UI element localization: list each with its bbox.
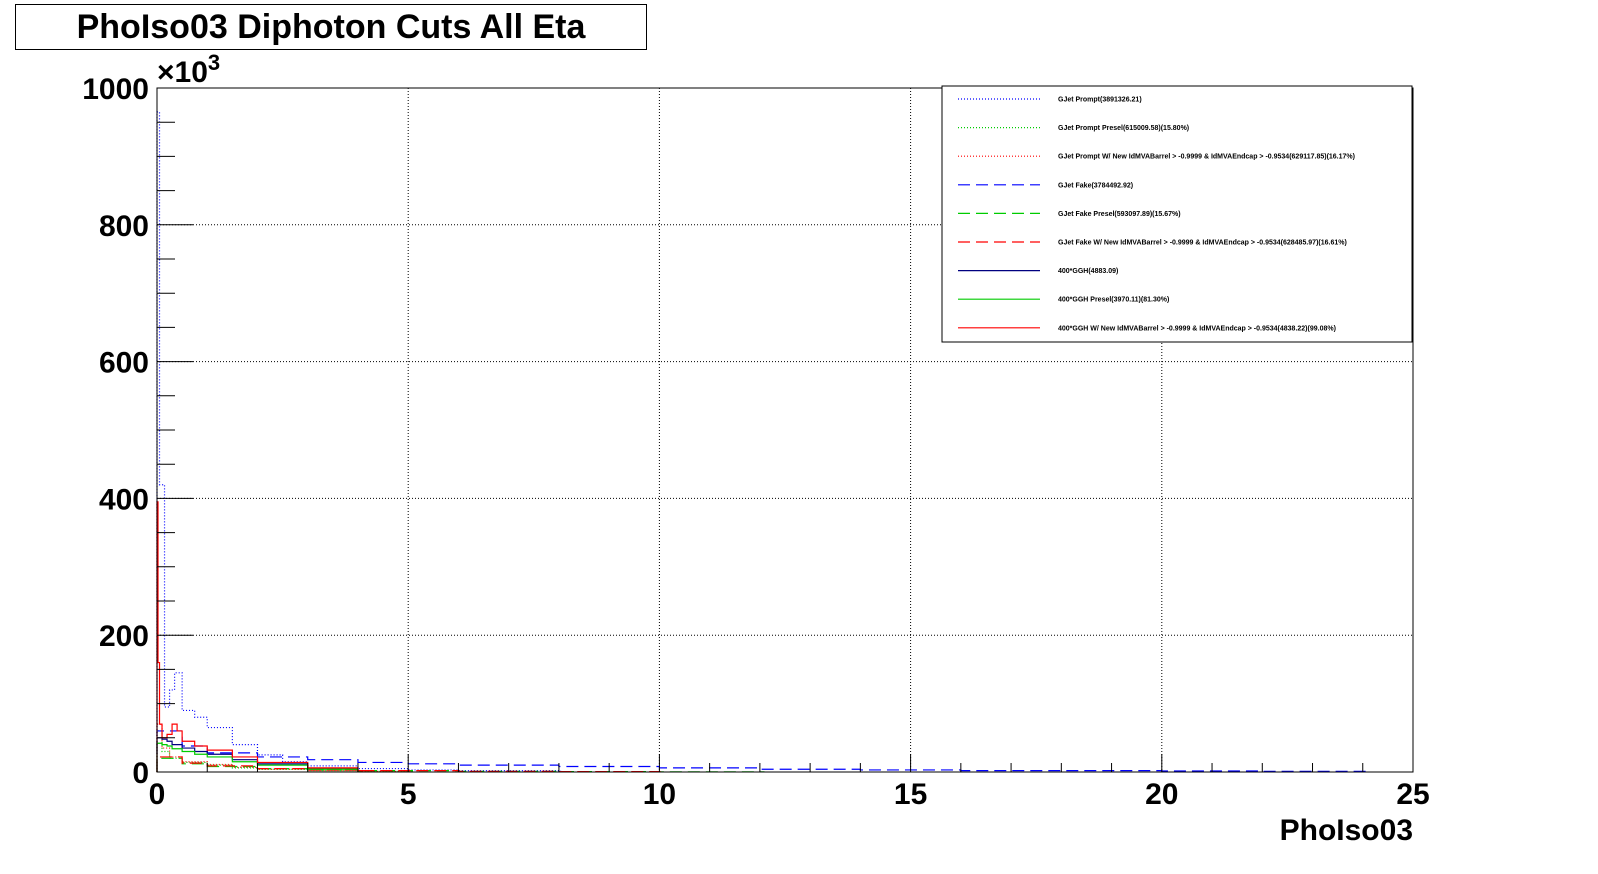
axes: 0 5 10 15 20 25 0 200 400 600 800 1000	[82, 73, 1429, 811]
x-axis-title: PhoIso03	[1280, 814, 1413, 847]
x-tick-label: 25	[1396, 778, 1429, 811]
x-tick-label: 10	[643, 778, 676, 811]
legend-label: GJet Fake(3784492.92)	[1058, 182, 1133, 189]
legend-label: 400*GGH Presel(3970.11)(81.30%)	[1058, 297, 1169, 304]
y-tick-label: 0	[132, 757, 149, 790]
series-line	[156, 501, 363, 772]
legend-label: GJet Fake Presel(593097.89)(15.67%)	[1058, 211, 1181, 218]
legend-label: 400*GGH W/ New IdMVABarrel > -0.9999 & I…	[1058, 325, 1336, 332]
y-tick-label: 600	[99, 347, 149, 380]
x-tick-label: 15	[894, 778, 927, 811]
y-multiplier: ×103	[157, 50, 220, 89]
legend-label: GJet Prompt(3891326.21)	[1058, 97, 1142, 104]
y-tick-label: 800	[99, 210, 149, 243]
y-tick-label: 400	[99, 483, 149, 516]
legend-label: GJet Prompt Presel(615009.58)(15.80%)	[1058, 125, 1189, 132]
x-tick-label: 20	[1145, 778, 1178, 811]
series-line	[156, 723, 413, 773]
legend-label: GJet Prompt W/ New IdMVABarrel > -0.9999…	[1058, 154, 1355, 161]
chart-title: PhoIso03 Diphoton Cuts All Eta	[76, 7, 586, 46]
x-tick-label: 5	[400, 778, 417, 811]
legend-label: 400*GGH(4883.09)	[1058, 268, 1118, 275]
series-line	[156, 737, 363, 772]
y-tick-label: 200	[99, 620, 149, 653]
series-line	[156, 742, 363, 772]
series-line	[156, 111, 564, 772]
legend-label: GJet Fake W/ New IdMVABarrel > -0.9999 &…	[1058, 240, 1347, 247]
chart-title-box: PhoIso03 Diphoton Cuts All Eta	[15, 4, 647, 50]
legend: GJet Prompt(3891326.21) GJet Prompt Prese…	[941, 85, 1413, 343]
y-tick-label: 1000	[82, 73, 149, 106]
x-tick-label: 0	[149, 778, 166, 811]
